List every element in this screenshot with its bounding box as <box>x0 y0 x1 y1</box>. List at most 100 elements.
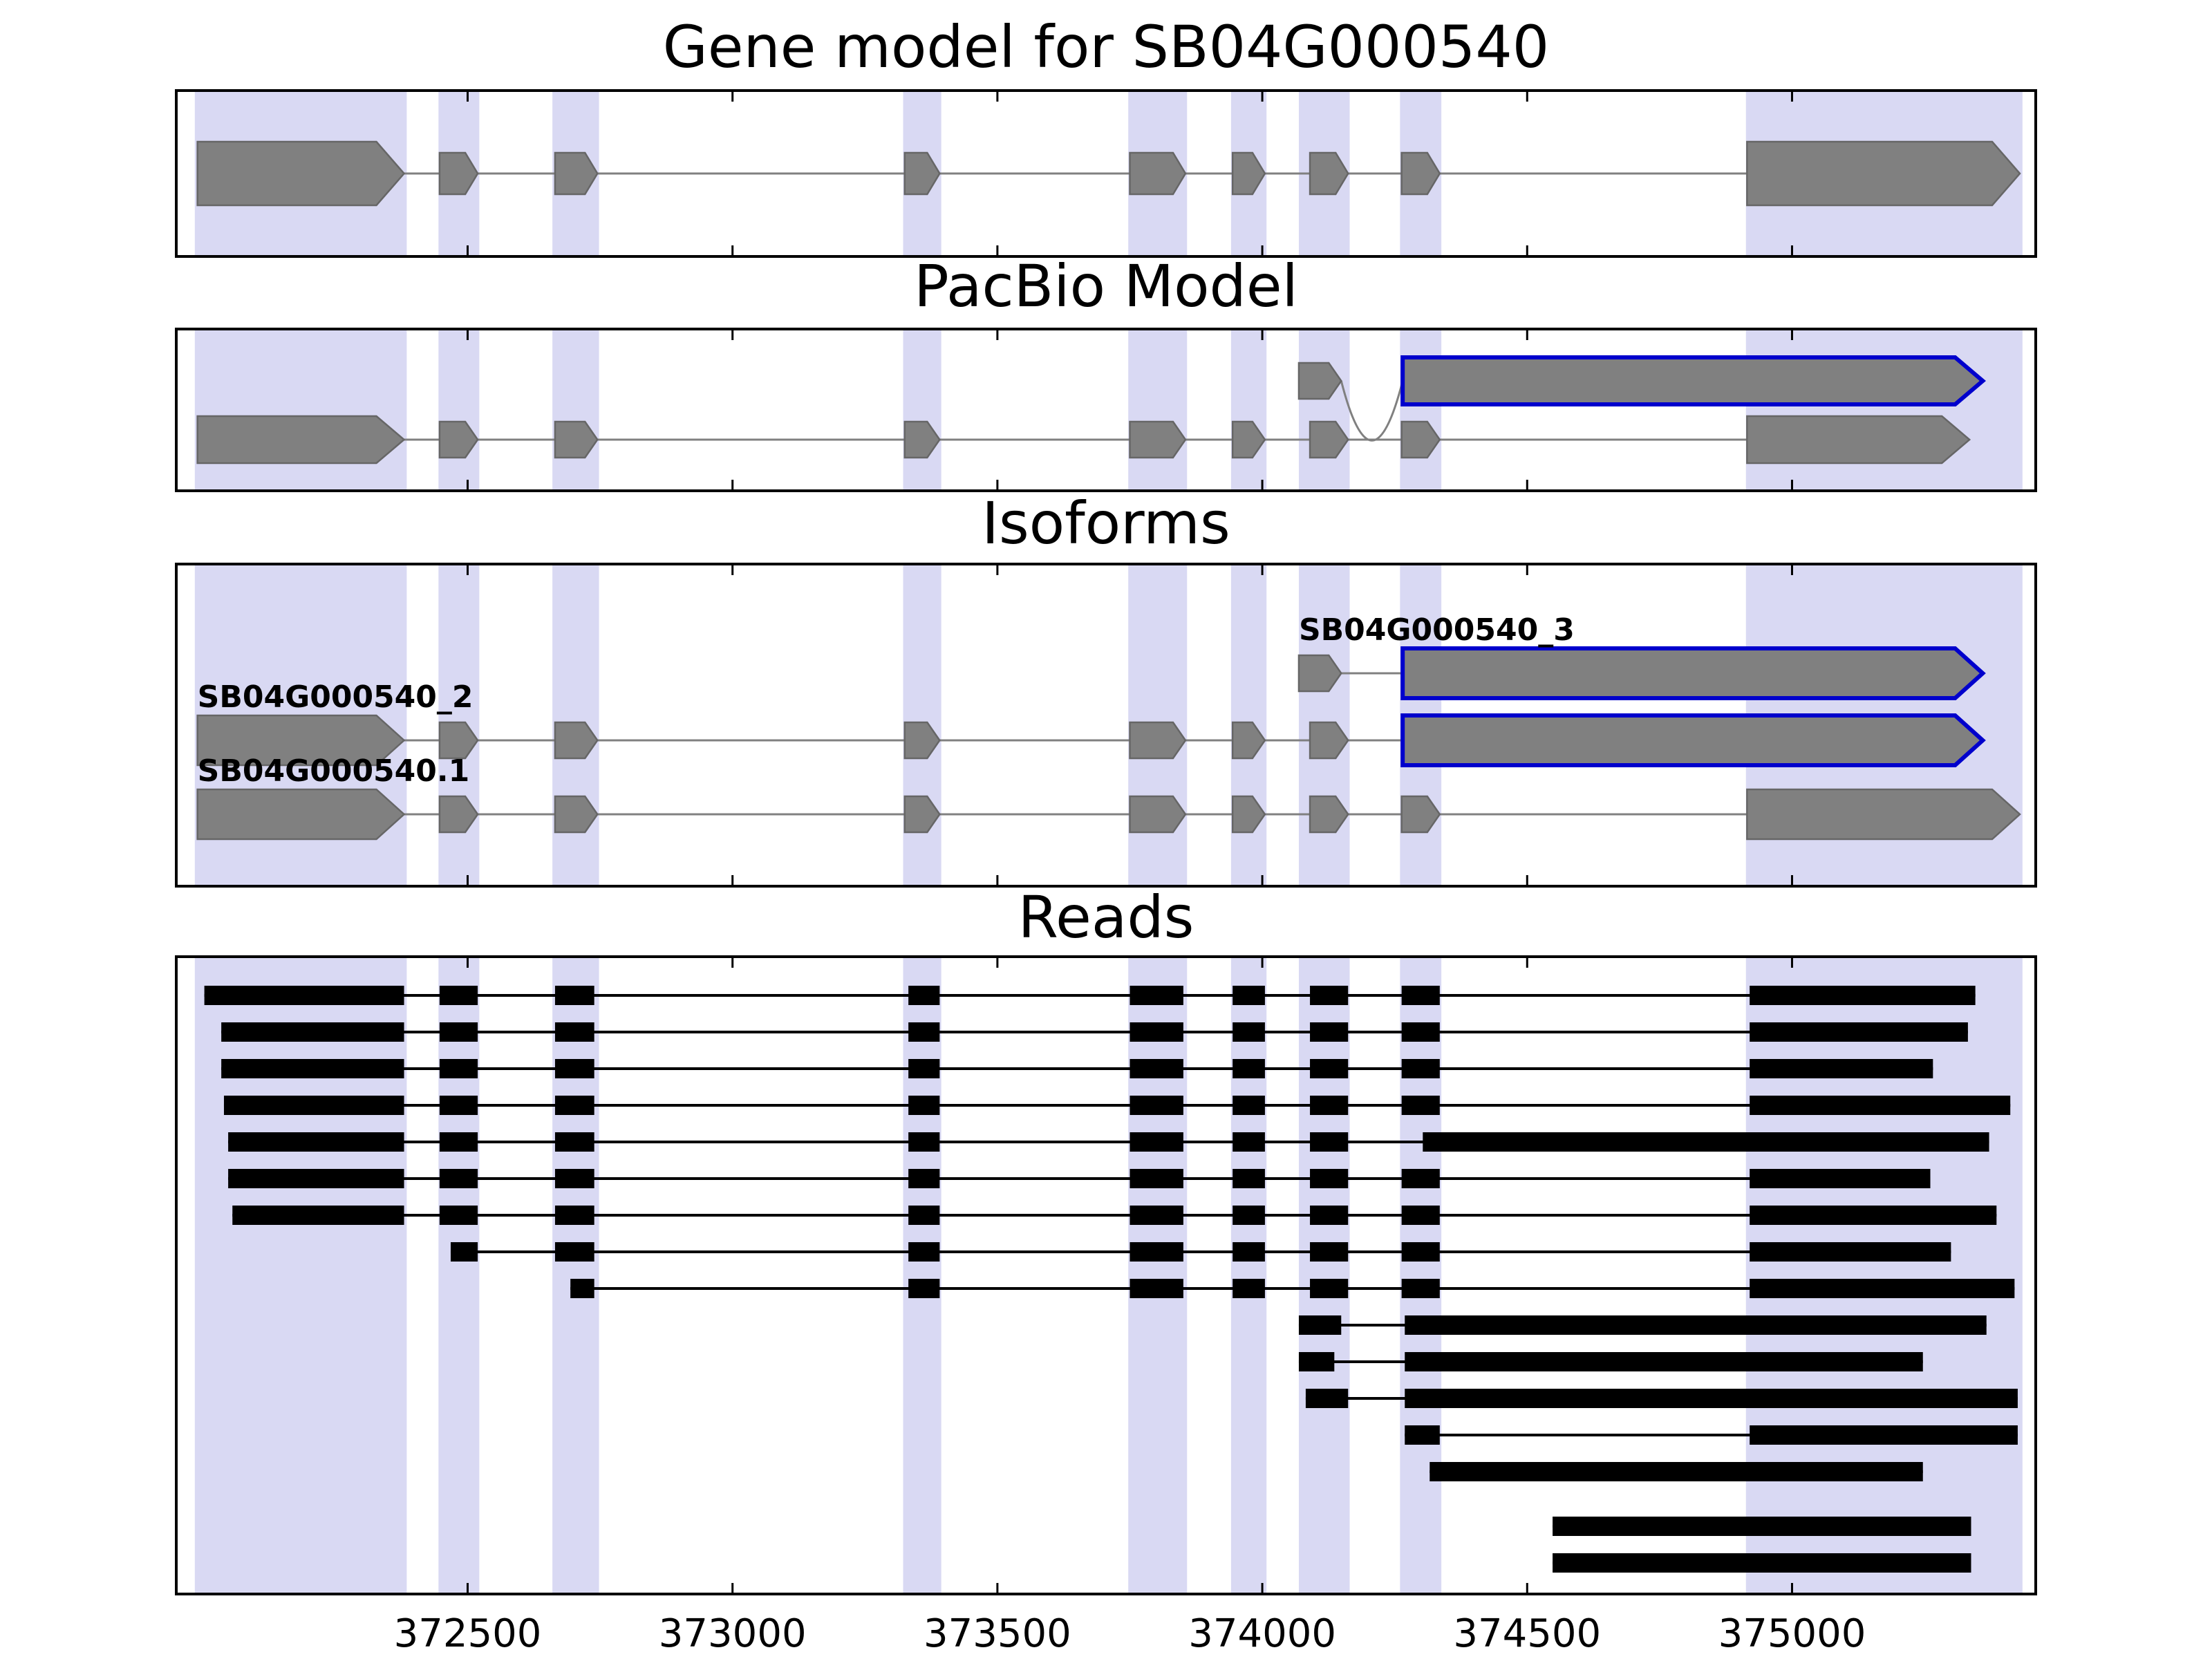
read-segment <box>221 1022 404 1042</box>
exon-highlight-band <box>194 958 407 1593</box>
read-segment <box>1401 1059 1440 1078</box>
read-segment <box>450 1242 478 1262</box>
read-segment <box>908 1169 940 1188</box>
read-segment <box>228 1169 404 1188</box>
read-segment <box>554 1206 594 1225</box>
read-segment <box>908 1279 940 1298</box>
exon-highlight-band <box>1400 958 1442 1593</box>
read-segment <box>1305 1389 1349 1408</box>
read-segment <box>1232 1132 1265 1152</box>
exon-highlight-band <box>903 330 941 489</box>
read-segment <box>908 1059 940 1078</box>
read-segment <box>1130 1022 1183 1042</box>
read-segment <box>1405 1425 1440 1445</box>
read-segment <box>554 1169 594 1188</box>
exon <box>1297 362 1342 400</box>
panel-border <box>175 89 2037 258</box>
exon <box>903 151 941 196</box>
read-segment <box>1298 1315 1342 1335</box>
read-segment <box>1130 1242 1183 1262</box>
exon <box>1309 151 1349 196</box>
read-segment <box>1232 1242 1265 1262</box>
read-segment <box>1310 1059 1349 1078</box>
read-segment <box>908 986 940 1005</box>
exon-highlighted <box>1400 646 1986 700</box>
isoform-label: SB04G000540_2 <box>198 679 474 715</box>
exon-highlighted <box>1400 713 1986 767</box>
exon <box>1400 420 1441 459</box>
read-segment <box>1232 1169 1265 1188</box>
exon <box>1400 795 1441 834</box>
read-segment <box>908 1242 940 1262</box>
read-segment <box>1130 1279 1183 1298</box>
panel-title-isoforms: Isoforms <box>982 489 1230 557</box>
read-segment <box>221 1059 404 1078</box>
exon-highlight-band <box>1298 958 1350 1593</box>
read-segment <box>439 1169 478 1188</box>
exon-highlight-band <box>1128 958 1188 1593</box>
exon <box>438 795 479 834</box>
read-segment <box>570 1279 594 1298</box>
read-segment <box>554 1096 594 1115</box>
read-segment <box>1232 1279 1265 1298</box>
exon <box>1309 795 1349 834</box>
isoform-label: SB04G000540.1 <box>198 753 470 789</box>
exon <box>196 140 406 207</box>
exon <box>1400 151 1441 196</box>
panel-title-gene-model: Gene model for SB04G000540 <box>662 13 1550 81</box>
x-tick-label: 374500 <box>1453 1611 1601 1656</box>
read-segment <box>223 1096 404 1115</box>
read-segment <box>1750 1242 1951 1262</box>
read-segment <box>439 986 478 1005</box>
read-segment <box>908 1132 940 1152</box>
exon <box>196 788 406 841</box>
panel-title-reads: Reads <box>1018 883 1194 951</box>
exon-highlight-band <box>1128 330 1188 489</box>
exon <box>1231 721 1266 760</box>
read-segment <box>1430 1462 1923 1481</box>
read-segment <box>439 1022 478 1042</box>
read-segment <box>1750 1022 1968 1042</box>
read-segment <box>1401 1022 1440 1042</box>
read-segment <box>1130 1096 1183 1115</box>
read-segment <box>439 1096 478 1115</box>
read-segment <box>554 986 594 1005</box>
read-segment <box>1401 1206 1440 1225</box>
read-segment <box>1310 1206 1349 1225</box>
exon <box>903 420 941 459</box>
read-segment <box>1130 1206 1183 1225</box>
exon-highlight-band <box>1298 330 1350 489</box>
read-segment <box>1310 1279 1349 1298</box>
exon <box>1129 721 1187 760</box>
read-segment <box>1553 1553 1971 1573</box>
exon-highlight-band <box>1230 958 1267 1593</box>
exon <box>1746 788 2021 841</box>
read-segment <box>1750 1279 2015 1298</box>
exon <box>903 721 941 760</box>
exon <box>1746 140 2021 207</box>
x-tick-label: 373000 <box>659 1611 807 1656</box>
read-segment <box>1405 1389 2018 1408</box>
exon-highlighted <box>1400 355 1986 406</box>
read-segment <box>908 1096 940 1115</box>
exon-highlight-band <box>1745 330 2023 489</box>
x-tick-label: 372500 <box>394 1611 542 1656</box>
read-segment <box>1232 1096 1265 1115</box>
exon <box>1297 654 1342 693</box>
panel-border <box>175 955 2037 1595</box>
read-segment <box>204 986 404 1005</box>
read-segment <box>1750 1096 2011 1115</box>
exon <box>554 795 599 834</box>
read-segment <box>439 1132 478 1152</box>
x-tick-label: 374000 <box>1188 1611 1336 1656</box>
exon <box>1129 420 1187 459</box>
panel-border <box>175 328 2037 492</box>
exon-highlight-band <box>1745 958 2023 1593</box>
exon-highlight-band <box>438 330 480 489</box>
read-segment <box>1750 1425 2018 1445</box>
read-segment <box>1401 986 1440 1005</box>
read-segment <box>1310 986 1349 1005</box>
read-segment <box>1130 1132 1183 1152</box>
exon <box>1309 420 1349 459</box>
